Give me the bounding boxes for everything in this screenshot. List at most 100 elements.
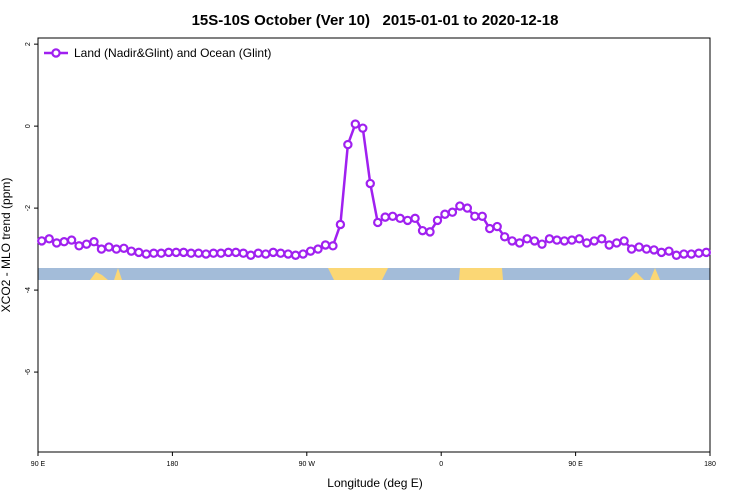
data-point xyxy=(432,215,443,226)
data-point xyxy=(492,221,502,232)
data-point xyxy=(59,237,69,247)
data-point xyxy=(238,248,249,258)
data-point xyxy=(380,212,390,222)
data-point xyxy=(679,249,689,259)
data-point xyxy=(216,248,226,258)
data-point xyxy=(134,247,144,258)
data-point xyxy=(626,244,637,254)
data-point xyxy=(104,242,114,252)
data-point xyxy=(193,248,204,258)
data-point xyxy=(447,207,458,217)
data-point xyxy=(231,247,241,258)
data-point xyxy=(171,247,181,258)
data-point xyxy=(604,240,614,250)
data-point xyxy=(641,244,652,254)
data-point xyxy=(619,236,629,246)
data-point xyxy=(485,223,495,234)
data-point xyxy=(507,236,517,246)
data-point xyxy=(522,234,532,244)
land-band xyxy=(628,272,644,280)
data-point xyxy=(268,247,278,258)
land-band xyxy=(328,268,388,280)
data-point xyxy=(387,211,398,222)
legend-marker xyxy=(51,48,61,58)
data-point xyxy=(186,248,196,258)
data-point xyxy=(694,248,704,258)
data-point xyxy=(529,236,540,246)
chart-title: 15S-10S October (Ver 10) 2015-01-01 to 2… xyxy=(192,12,559,29)
y-tick-label: -2 xyxy=(25,205,32,211)
data-point xyxy=(156,248,166,258)
data-point xyxy=(611,238,622,248)
data-point xyxy=(358,123,368,133)
data-point xyxy=(440,209,450,219)
data-point xyxy=(223,247,234,258)
data-point xyxy=(320,240,331,250)
data-point xyxy=(343,139,353,150)
data-point xyxy=(410,213,420,224)
data-point xyxy=(462,203,473,213)
data-point xyxy=(37,236,47,246)
data-point xyxy=(574,234,585,244)
data-point xyxy=(649,245,659,255)
data-point xyxy=(178,247,189,258)
y-tick-label: 2 xyxy=(25,42,32,46)
data-point xyxy=(96,244,107,254)
data-point xyxy=(589,236,599,246)
y-tick-label: -4 xyxy=(25,287,32,293)
legend-label: Land (Nadir&Glint) and Ocean (Glint) xyxy=(74,46,271,60)
data-point xyxy=(671,250,682,260)
data-point xyxy=(201,249,211,259)
data-point xyxy=(537,239,547,249)
data-point xyxy=(552,235,562,245)
data-point xyxy=(246,250,256,260)
data-point xyxy=(425,227,435,237)
data-point xyxy=(208,248,219,258)
data-point xyxy=(402,215,413,226)
data-point xyxy=(283,249,293,259)
data-point xyxy=(261,249,271,259)
data-point xyxy=(89,237,99,247)
data-point xyxy=(567,235,577,245)
data-point xyxy=(477,211,487,222)
data-point xyxy=(417,225,428,236)
data-point xyxy=(514,238,525,248)
data-point xyxy=(350,119,361,129)
data-point xyxy=(126,246,137,256)
land-ocean-mask xyxy=(38,268,710,280)
data-point xyxy=(149,248,159,258)
data-point xyxy=(373,217,383,228)
data-point xyxy=(253,248,263,258)
y-tick-label: 0 xyxy=(25,124,32,128)
data-point xyxy=(701,247,711,258)
plot-frame xyxy=(37,37,711,453)
x-tick-label: 90 E xyxy=(31,461,46,468)
data-point xyxy=(664,246,674,256)
data-point xyxy=(455,201,465,211)
data-point xyxy=(582,238,592,248)
data-point xyxy=(597,234,607,244)
data-point xyxy=(51,238,62,248)
data-point xyxy=(328,241,338,251)
data-point xyxy=(634,242,644,252)
data-point xyxy=(44,234,54,244)
data-point xyxy=(74,241,84,251)
data-point xyxy=(544,234,555,244)
data-point xyxy=(365,178,375,189)
y-axis-label: XCO2 - MLO trend (ppm) xyxy=(0,178,13,313)
series-line xyxy=(41,122,707,257)
data-point xyxy=(298,249,308,259)
data-point xyxy=(141,249,151,259)
x-tick-label: 0 xyxy=(439,461,443,468)
x-tick-label: 180 xyxy=(167,461,179,468)
data-point xyxy=(335,219,346,230)
data-point xyxy=(66,235,77,245)
x-tick-label: 90 E xyxy=(568,461,583,468)
x-axis-label: Longitude (deg E) xyxy=(327,476,422,490)
x-tick-label: 90 W xyxy=(299,461,316,468)
land-band xyxy=(114,268,122,280)
data-point xyxy=(119,243,129,253)
land-band xyxy=(650,268,660,280)
data-point xyxy=(470,211,480,222)
